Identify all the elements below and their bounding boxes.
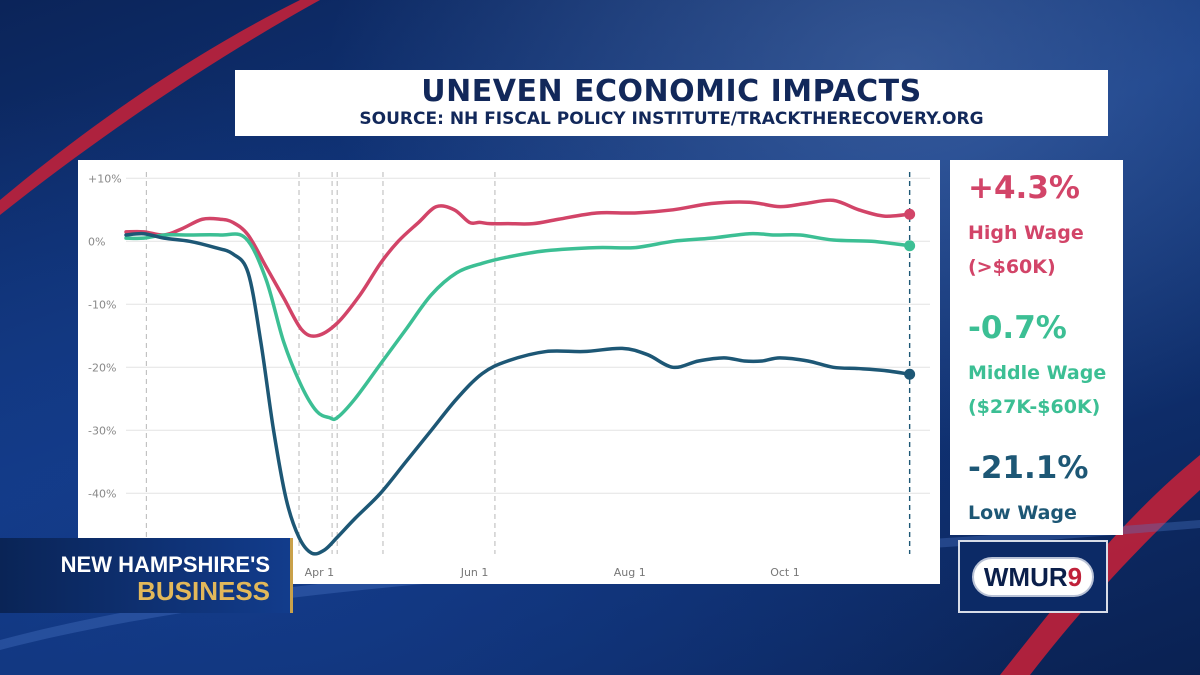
chart-title: UNEVEN ECONOMIC IMPACTS [421, 74, 922, 109]
y-tick-label: +10% [88, 172, 122, 185]
chart-source: SOURCE: NH FISCAL POLICY INSTITUTE/TRACK… [359, 109, 984, 129]
legend-panel: +4.3% High Wage (>$60K) -0.7% Middle Wag… [950, 160, 1123, 535]
endpoint-dot-low-wage [904, 368, 916, 380]
legend-label-low-wage: Low Wage [968, 502, 1077, 524]
x-tick-label: Apr 1 [305, 566, 335, 579]
logo-text: WMUR [983, 562, 1068, 592]
logo-channel: 9 [1067, 562, 1083, 592]
legend-range-high-wage: (>$60K) [968, 256, 1056, 278]
show-lower-third: NEW HAMPSHIRE'S BUSINESS [0, 538, 293, 613]
station-logo: WMUR9 [958, 540, 1108, 613]
title-panel: UNEVEN ECONOMIC IMPACTS SOURCE: NH FISCA… [235, 70, 1108, 136]
series-line-low-wage [124, 231, 912, 556]
y-tick-label: -40% [88, 487, 116, 500]
y-tick-label: -20% [88, 361, 116, 374]
y-tick-label: 0% [88, 235, 105, 248]
show-title-line1: NEW HAMPSHIRE'S [60, 552, 270, 577]
legend-label-high-wage: High Wage [968, 222, 1084, 244]
series-line-middle-wage [124, 231, 912, 422]
endpoint-dot-middle-wage [904, 240, 916, 252]
legend-value-high-wage: +4.3% [968, 170, 1080, 206]
legend-range-middle-wage: ($27K-$60K) [968, 396, 1101, 418]
show-title-line2: BUSINESS [137, 576, 270, 606]
endpoint-dot-high-wage [904, 208, 916, 220]
logo-pill: WMUR9 [972, 557, 1094, 597]
legend-label-middle-wage: Middle Wage [968, 362, 1107, 384]
chart-panel: +10% 0% -10% -20% -30% -40% Apr 1 Jun 1 Aug 1 Oct… [78, 160, 940, 584]
x-tick-label: Aug 1 [614, 566, 646, 579]
legend-value-low-wage: -21.1% [968, 450, 1089, 486]
line-chart: +10% 0% -10% -20% -30% -40% Apr 1 Jun 1 Aug 1 Oct… [88, 172, 930, 579]
legend-value-middle-wage: -0.7% [968, 310, 1067, 346]
x-tick-label: Jun 1 [460, 566, 489, 579]
y-tick-label: -10% [88, 298, 116, 311]
x-tick-label: Oct 1 [770, 566, 800, 579]
y-tick-label: -30% [88, 424, 116, 437]
series-line-high-wage [124, 198, 912, 338]
